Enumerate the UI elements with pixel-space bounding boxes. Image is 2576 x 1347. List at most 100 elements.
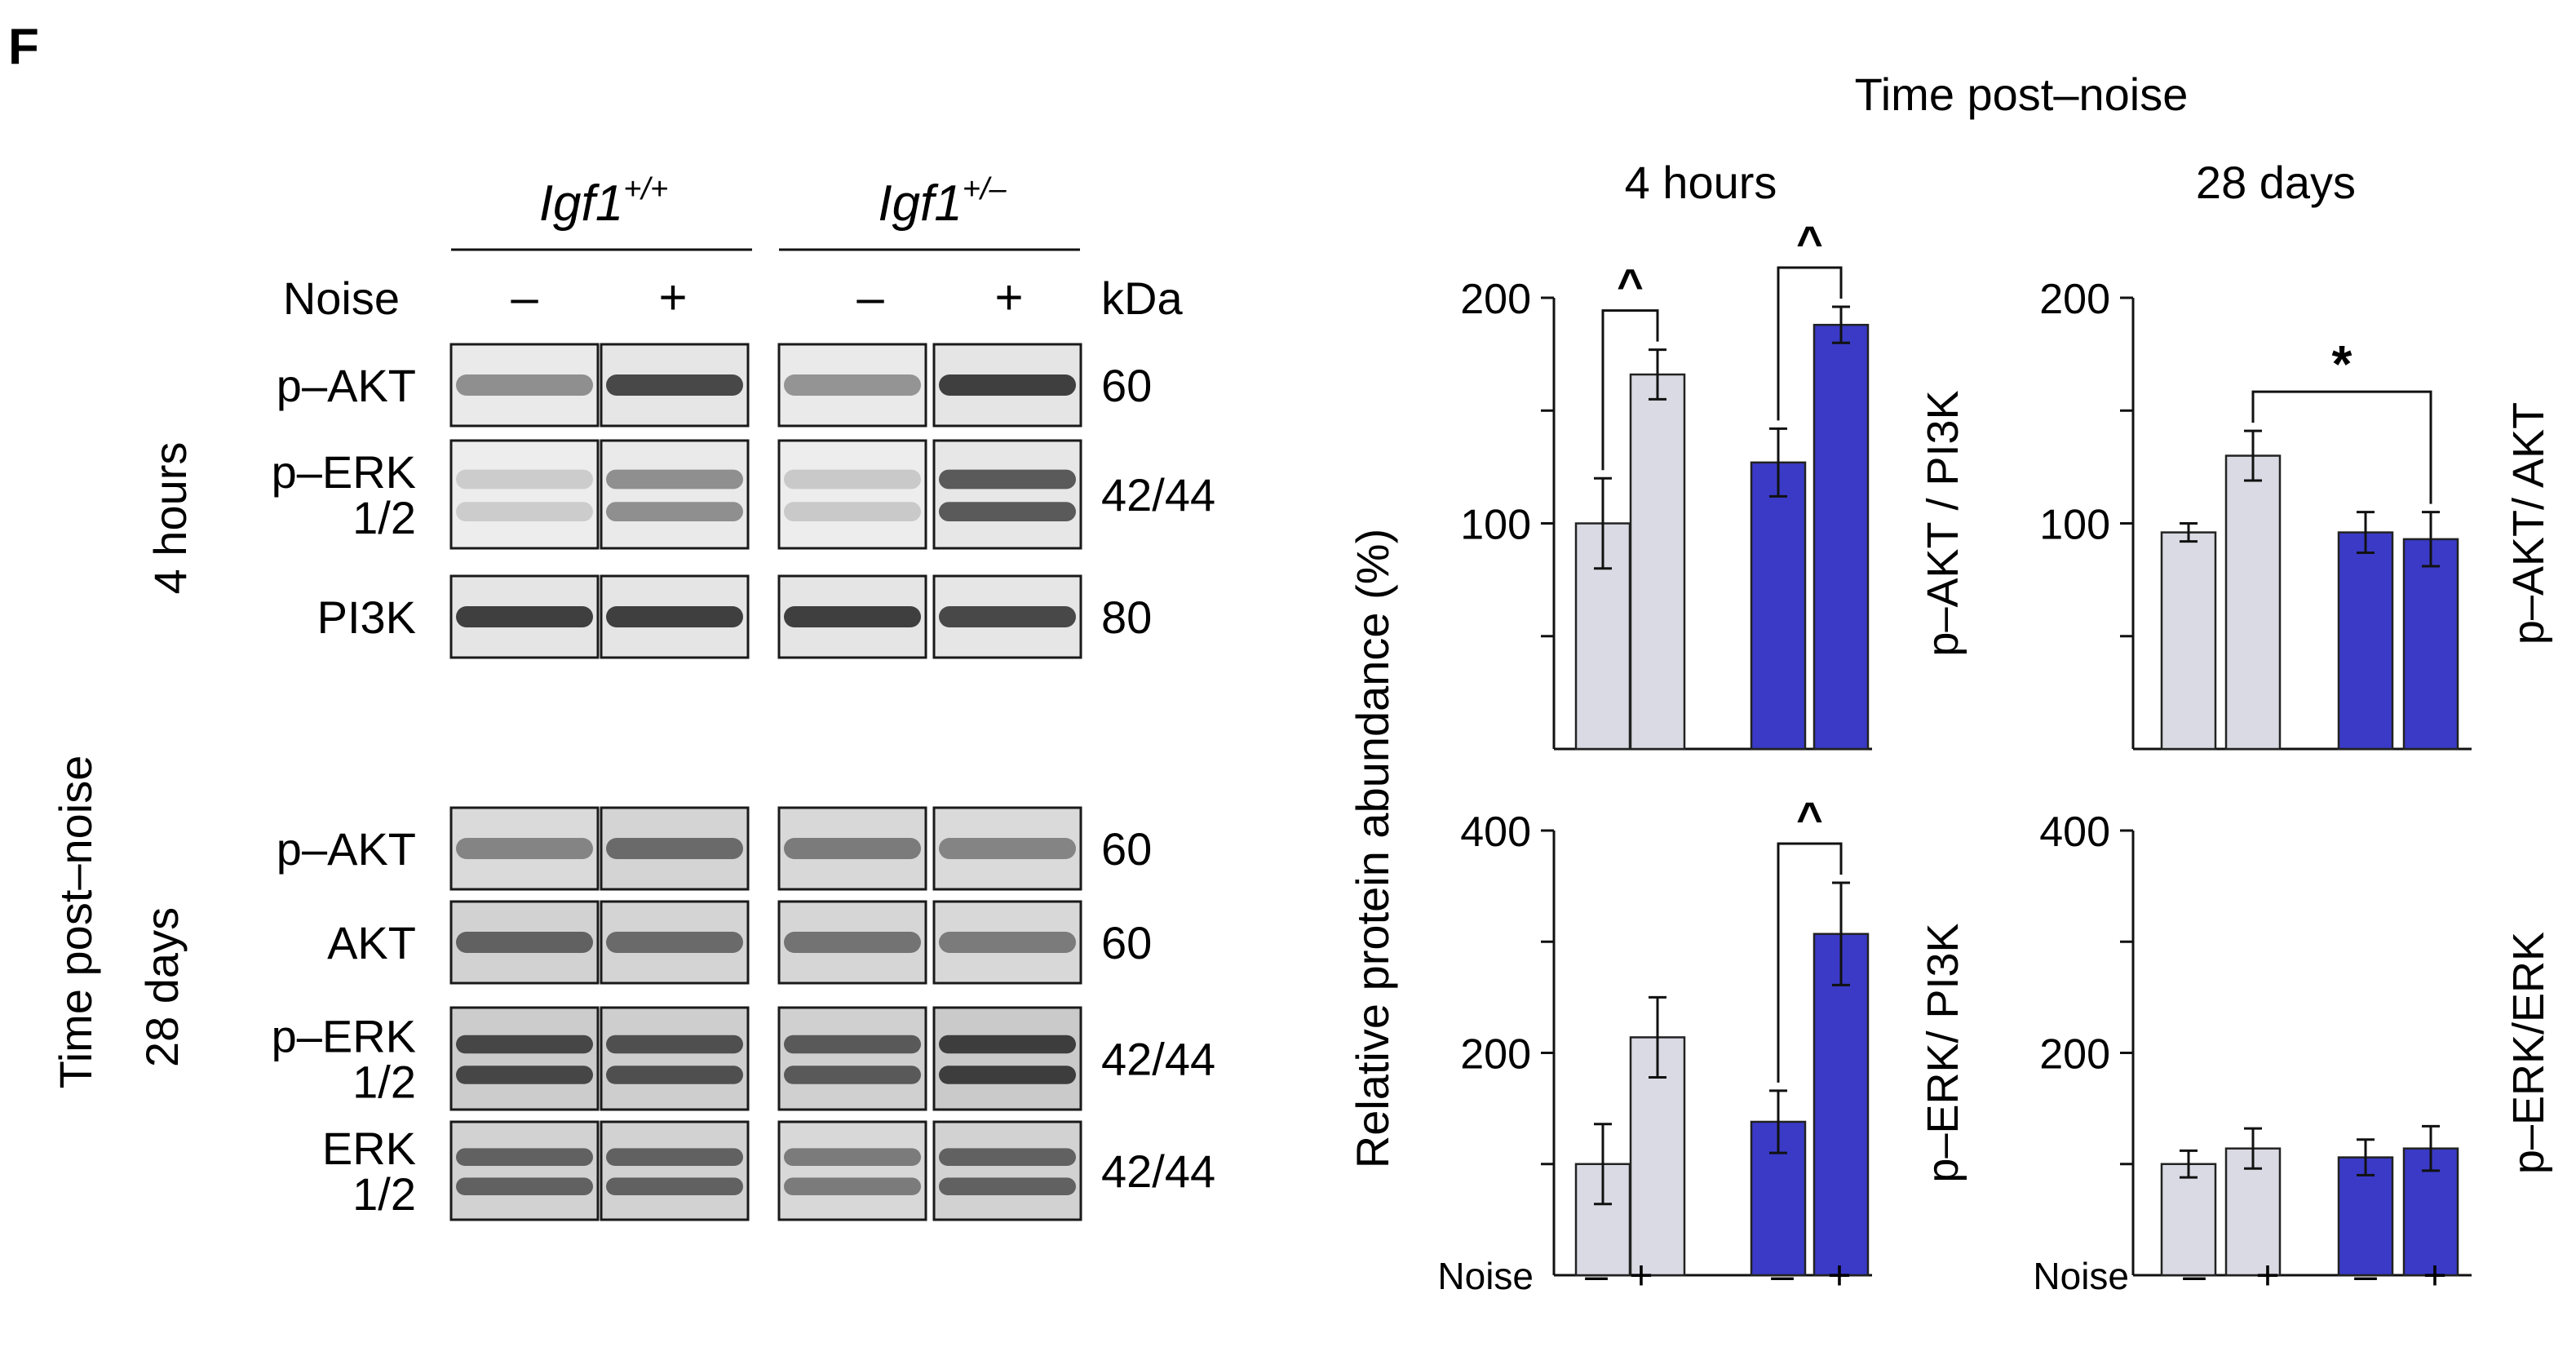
blot-row-label: p–ERK xyxy=(272,446,416,498)
blot-lane xyxy=(932,900,1082,985)
blot-lane xyxy=(449,574,600,659)
bar-het xyxy=(2337,1156,2394,1277)
blot-lane xyxy=(600,574,750,659)
chart-noise-sign: – xyxy=(1585,1252,1608,1298)
blot-noise-sign: – xyxy=(856,270,884,325)
column-title-28d: 28 days xyxy=(2196,157,2356,208)
bar-wt xyxy=(1629,373,1686,751)
y-tick-label: 400 xyxy=(1460,809,1531,856)
chart-noise-sign: + xyxy=(1827,1252,1851,1298)
y-tick-label: 200 xyxy=(2039,1031,2110,1079)
bar-het xyxy=(1750,461,1807,751)
blot-band xyxy=(456,469,593,490)
noise-row-28d: Noise – + – + xyxy=(2033,1252,2446,1298)
blot-band xyxy=(939,469,1076,490)
shared-y-axis-label: Relative protein abundance (%) xyxy=(1347,529,1398,1168)
blot-band xyxy=(784,1066,921,1084)
blot-lane xyxy=(600,1006,750,1111)
blot-lane xyxy=(449,900,600,985)
panel-letter: F xyxy=(8,19,39,75)
blot-kda-value: 60 xyxy=(1101,917,1152,968)
blot-lane xyxy=(600,1120,750,1221)
bar-charts: 100 200 p–AKT / PI3K ^ ^ 100 200 p–AKT/ AKT * 200… xyxy=(1460,216,2553,1277)
blot-band xyxy=(456,606,593,627)
blot-band xyxy=(784,932,921,953)
side-label-4h: 4 hours xyxy=(144,442,196,595)
column-title-4h: 4 hours xyxy=(1625,157,1777,208)
blot-row-label: p–ERK xyxy=(272,1011,416,1062)
bar-wt xyxy=(2160,1163,2217,1277)
blot-band xyxy=(456,374,593,396)
blot-row-label: p–AKT xyxy=(277,360,416,411)
blot-band xyxy=(939,1148,1076,1166)
significance-marker: ^ xyxy=(1796,216,1823,268)
blot-band xyxy=(456,1035,593,1054)
y-tick-label: 100 xyxy=(2039,502,2110,549)
blot-lane xyxy=(932,1006,1082,1111)
blot-lane xyxy=(932,439,1082,550)
bar-wt xyxy=(2224,454,2282,751)
blot-row-label: ERK xyxy=(322,1123,416,1174)
blot-lane xyxy=(449,1120,600,1221)
chart-y-label: p–ERK/ERK xyxy=(2504,932,2553,1174)
blot-band xyxy=(456,1148,593,1166)
blot-lane xyxy=(777,574,927,659)
blot-row-28d: AKT 60 xyxy=(327,900,1152,985)
chart-noise-sign: – xyxy=(1771,1252,1794,1298)
chart-4h-perk-pi3k: 200 400 p–ERK/ PI3K ^ xyxy=(1460,792,1967,1277)
blot-row-label: 1/2 xyxy=(352,1168,416,1220)
chart-4h-pakt-pi3k: 100 200 p–AKT / PI3K ^ ^ xyxy=(1460,216,1967,751)
blot-row-label: AKT xyxy=(327,917,416,968)
blot-lane xyxy=(932,574,1082,659)
blot-band xyxy=(606,932,743,953)
blot-band xyxy=(939,838,1076,859)
blot-noise-sign: – xyxy=(511,270,538,325)
blot-band xyxy=(456,1066,593,1084)
blot-band xyxy=(606,1148,743,1166)
blot-band xyxy=(456,932,593,953)
blot-band xyxy=(456,838,593,859)
blot-lane xyxy=(600,806,750,891)
blot-lane xyxy=(777,1120,927,1221)
blot-band xyxy=(784,502,921,521)
chart-y-label: p–AKT / PI3K xyxy=(1919,390,1967,656)
blot-band xyxy=(606,469,743,490)
chart-28d-perk-erk: 200 400 p–ERK/ERK xyxy=(2039,809,2553,1277)
blot-band xyxy=(939,932,1076,953)
blot-band xyxy=(939,1035,1076,1054)
blot-kda-value: 80 xyxy=(1101,592,1152,643)
blot-lane xyxy=(449,1006,600,1111)
blot-lane xyxy=(777,806,927,891)
chart-noise-sign: + xyxy=(1629,1252,1653,1298)
blot-lane xyxy=(449,806,600,891)
blot-lane xyxy=(600,900,750,985)
bar-het xyxy=(1812,323,1870,751)
chart-noise-sign: + xyxy=(2423,1252,2446,1298)
blot-row-label: 1/2 xyxy=(352,1057,416,1108)
side-label-28d: 28 days xyxy=(136,907,188,1067)
chart-noise-sign: – xyxy=(2183,1252,2206,1298)
blot-band xyxy=(456,502,593,521)
y-tick-label: 200 xyxy=(2039,276,2110,323)
y-tick-label: 400 xyxy=(2039,809,2110,856)
blot-band xyxy=(784,1177,921,1195)
blot-band xyxy=(784,838,921,859)
significance-bracket xyxy=(1601,309,1659,471)
blot-band xyxy=(606,374,743,396)
noise-row-4h: Noise – + – + xyxy=(1437,1252,1851,1298)
genotype-wt-label: Igf1+/+ xyxy=(539,172,668,232)
chart-y-label: p–AKT/ AKT xyxy=(2504,402,2553,645)
blot-lane xyxy=(600,343,750,428)
blot-band xyxy=(606,838,743,859)
blot-lane xyxy=(777,900,927,985)
bar-wt xyxy=(2160,531,2217,751)
significance-bracket xyxy=(1777,842,1843,1083)
blot-band xyxy=(939,1177,1076,1195)
chart-noise-label: Noise xyxy=(1437,1255,1534,1297)
blot-kda-value: 42/44 xyxy=(1101,1145,1215,1197)
blot-band xyxy=(784,1035,921,1054)
